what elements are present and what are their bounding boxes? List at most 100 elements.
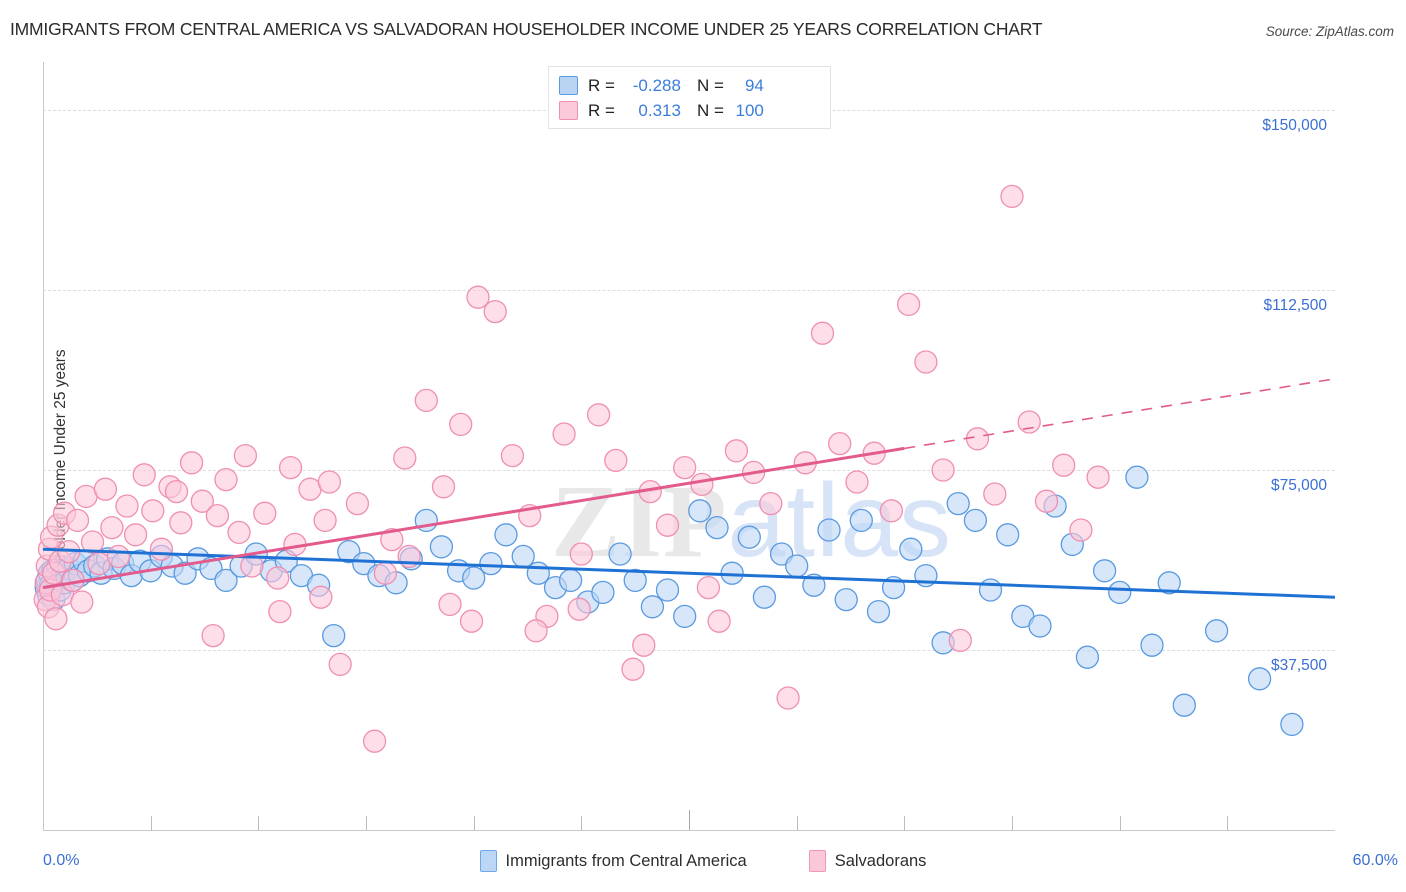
scatter-point [298,477,322,501]
scatter-point [44,607,68,631]
page-title: IMMIGRANTS FROM CENTRAL AMERICA VS SALVA… [10,19,1043,39]
scatter-point [70,590,94,614]
y-tick-label: $112,500 [1263,297,1328,314]
x-tick-mark [1012,816,1013,830]
x-tick-mark [796,816,798,830]
scatter-point [899,537,923,561]
scatter-point [552,422,576,446]
scatter-point [328,652,352,677]
x-axis-max-label: 60.0% [1352,852,1398,869]
scatter-point [141,499,165,523]
scatter-point [558,568,583,593]
scatter-point [227,520,251,545]
scatter-point [431,475,456,499]
scatter-point [1172,693,1196,717]
scatter-point [621,657,645,681]
correlation-stats-box: R = -0.288 N = 94 R = 0.313 N = 100 [548,66,831,129]
scatter-point [1140,633,1164,657]
scatter-point [266,566,290,590]
scatter-point [828,431,852,456]
scatter-point [810,321,835,345]
stats-swatch-pink [559,101,578,120]
scatter-point [724,439,749,463]
scatter-point [494,523,518,547]
scatter-point [466,285,490,309]
scatter-point [205,503,230,528]
scatter-point [524,619,548,643]
x-tick-mark [1227,816,1229,830]
scatter-point [569,542,593,566]
series-points [33,184,1110,753]
scatter-point [313,508,337,533]
x-tick-mark [258,816,260,830]
scatter-point [317,470,342,494]
source-attribution: Source: ZipAtlas.com [1265,24,1394,39]
scatter-point [1157,571,1181,595]
scatter-point [414,388,438,413]
scatter-point [1092,559,1117,583]
scatter-point [1075,645,1100,669]
stats-n-value-blue: 94 [744,75,764,95]
gridline [43,650,1335,651]
scatter-point [462,566,486,590]
legend-item-salvadorans[interactable]: Salvadorans [808,850,927,872]
scatter-point [965,427,990,451]
scatter-point [632,633,656,657]
y-tick-label: $37,500 [1270,657,1327,674]
scatter-point [362,729,387,753]
scatter-point [190,489,214,513]
scatter-point [591,580,615,605]
trend-line [42,547,1336,599]
scatter-point [586,403,611,427]
stats-n-label-pink: N = [696,100,724,120]
scatter-point [278,455,303,480]
scatter-point [65,508,90,533]
scatter-point [849,508,873,533]
y-tick-label: $75,000 [1270,477,1327,494]
scatter-point [655,513,680,537]
stats-r-value-pink: 0.313 [638,100,681,120]
stats-swatch-blue [559,76,578,95]
scatter-point [705,515,729,540]
scatter-point [802,573,826,597]
scatter-point [253,501,277,525]
scatter-point [963,508,988,533]
y-axis-line [43,62,44,830]
scatter-point [93,477,118,501]
trend-line-extension [904,378,1336,450]
trend-line [42,446,905,590]
x-tick-mark [150,816,152,830]
scatter-point [345,491,370,516]
scatter-point [1108,580,1132,605]
scatter-point [214,467,238,492]
scatter-point [429,535,454,559]
scatter-point [673,455,697,480]
scatter-point [1247,667,1272,691]
scatter-point [500,443,525,468]
stats-r-label-blue: R = [588,75,615,95]
scatter-point [996,523,1020,547]
scatter-point [655,578,680,602]
stats-r-value-blue: -0.288 [632,75,681,95]
stats-r-label-pink: R = [588,100,615,120]
x-tick-mark [689,810,690,830]
scatter-point [1028,614,1052,638]
scatter-point [179,451,204,475]
scatter-point [817,518,841,542]
scatter-point [1125,465,1149,489]
scatter-point [511,544,535,569]
x-tick-mark [473,816,475,830]
scatter-point [201,623,225,648]
legend-item-immigrants[interactable]: Immigrants from Central America [479,850,747,872]
scatter-point [483,299,507,324]
scatter-point [690,472,714,497]
scatter-point [707,609,731,633]
legend-label-salvadorans: Salvadorans [834,851,927,870]
scatter-point [640,595,665,619]
scatter-point [759,491,783,516]
scatter-point [87,551,111,576]
scatter-point [1069,518,1093,542]
scatter-point [1086,465,1110,489]
